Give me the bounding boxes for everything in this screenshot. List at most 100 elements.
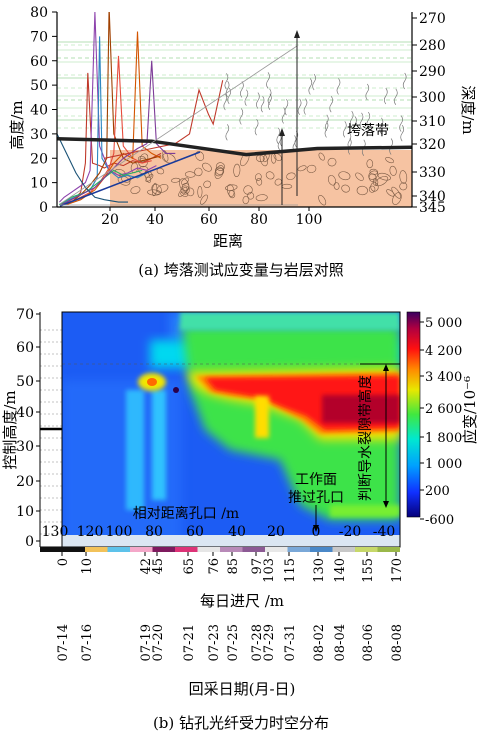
fracture-mark xyxy=(312,73,316,91)
fracture-mark xyxy=(393,88,398,106)
y-ticks-b: 0 10 20 30 40 50 60 70 xyxy=(16,307,40,550)
date-tick-label: 07-31 xyxy=(283,624,298,661)
pebble xyxy=(333,182,340,190)
advance-tick-label: 42 xyxy=(139,558,154,575)
fracture-arrow-head xyxy=(383,364,389,371)
strip-segment xyxy=(287,547,310,552)
pebble xyxy=(228,190,236,199)
fracture-mark xyxy=(365,83,370,101)
strain-curve xyxy=(59,12,157,203)
x-tick-label: 80 xyxy=(250,212,268,228)
fracture-mark xyxy=(224,73,229,90)
y-right-tick-label: 280 xyxy=(419,38,446,54)
pebble xyxy=(200,194,208,205)
pebble xyxy=(202,162,212,172)
pebble xyxy=(247,192,255,200)
advance-tick-label: 76 xyxy=(207,558,222,575)
y-right-tick-label: 340 xyxy=(419,189,446,205)
strip-segment xyxy=(197,547,220,552)
heat-region xyxy=(126,390,144,510)
strip-segment xyxy=(152,547,175,552)
pebble xyxy=(369,168,379,175)
strip-segment xyxy=(242,547,265,552)
date-tick-label: 07-21 xyxy=(182,624,197,661)
y-tick-label: 80 xyxy=(30,5,48,21)
x-ticks: 20 40 60 80 100 xyxy=(101,207,322,228)
pebble xyxy=(144,170,151,183)
strip-segment xyxy=(62,547,85,552)
fracture-mark xyxy=(284,98,289,116)
pebble xyxy=(286,172,296,180)
pebble xyxy=(156,167,165,175)
fracture-mark xyxy=(260,95,265,113)
strip-segment xyxy=(355,547,378,552)
heat-region xyxy=(152,390,166,500)
heat-region xyxy=(330,505,400,517)
relative-distance-tick: 40 xyxy=(228,524,246,540)
x-tick-label: 100 xyxy=(296,212,323,228)
y-axis-label: 高度/m xyxy=(8,100,26,149)
y-tick-label: 20 xyxy=(30,151,48,167)
pebble xyxy=(215,162,225,171)
date-tick-label: 07-20 xyxy=(151,624,166,661)
pebble xyxy=(242,195,250,205)
strip-segment xyxy=(40,547,63,552)
advance-tick-label: 170 xyxy=(390,558,405,583)
y-right-tick-label: 290 xyxy=(419,64,446,80)
fracture-mark xyxy=(359,112,364,130)
y-tick-label: 50 xyxy=(30,78,48,94)
heat-region xyxy=(147,378,157,386)
face-annotation-line2: 推过孔口 xyxy=(288,490,344,506)
dashed-guides xyxy=(40,329,360,535)
strip-segment xyxy=(377,547,400,552)
strain-curve xyxy=(61,55,152,206)
colorbar-tick-label: 2 600 xyxy=(425,402,462,417)
strain-curve xyxy=(57,133,128,203)
y-right-tick-label: 270 xyxy=(419,11,446,27)
colorbar-tick-label: -600 xyxy=(425,513,454,528)
fracture-mark xyxy=(297,98,302,116)
y-tick-label-b: 30 xyxy=(16,439,34,455)
face-arrow-head xyxy=(313,525,319,532)
pebble xyxy=(399,170,408,184)
pebble xyxy=(327,157,337,167)
date-tick-label: 07-29 xyxy=(262,624,277,661)
fracture-mark xyxy=(294,130,299,148)
fracture-annotation: 判断导水裂隙带高度 xyxy=(357,375,374,501)
y-axis-label-right: 深度/m xyxy=(459,85,477,134)
strip-segment xyxy=(175,547,198,552)
x-tick-label: 20 xyxy=(101,212,119,228)
pebble xyxy=(226,184,235,197)
strata-lines xyxy=(57,41,412,129)
fracture-mark xyxy=(366,111,371,129)
colorbar-tick-label: 1 000 xyxy=(425,457,462,472)
arrow-head xyxy=(294,30,300,38)
date-tick-label: 07-28 xyxy=(250,624,265,661)
caving-zone-line xyxy=(56,137,413,157)
pebble xyxy=(203,180,212,188)
advance-tick-label: 85 xyxy=(226,558,241,575)
caving-zone-label: 垮落带 xyxy=(347,123,389,139)
colorbar-tick-label: 3 400 xyxy=(425,370,462,385)
pebble xyxy=(197,185,203,198)
pebble xyxy=(152,182,158,197)
date-color-strip xyxy=(40,547,400,552)
colorbar xyxy=(406,311,421,518)
fracture-mark xyxy=(240,81,244,98)
heat-region xyxy=(322,395,400,423)
relative-distance-tick: 0 xyxy=(312,524,321,540)
pebble xyxy=(318,152,325,161)
pebble xyxy=(370,182,379,192)
y-right-tick-label: 310 xyxy=(419,114,446,130)
fracture-mark xyxy=(324,114,329,132)
advance-tick-label: 115 xyxy=(283,558,298,583)
pebble xyxy=(377,172,391,181)
y-tick-label: 70 xyxy=(30,29,48,45)
fracture-mark xyxy=(225,124,230,141)
fracture-mark xyxy=(400,124,405,142)
heat-region xyxy=(62,535,400,547)
pebble xyxy=(243,185,253,195)
pebble xyxy=(306,164,317,173)
